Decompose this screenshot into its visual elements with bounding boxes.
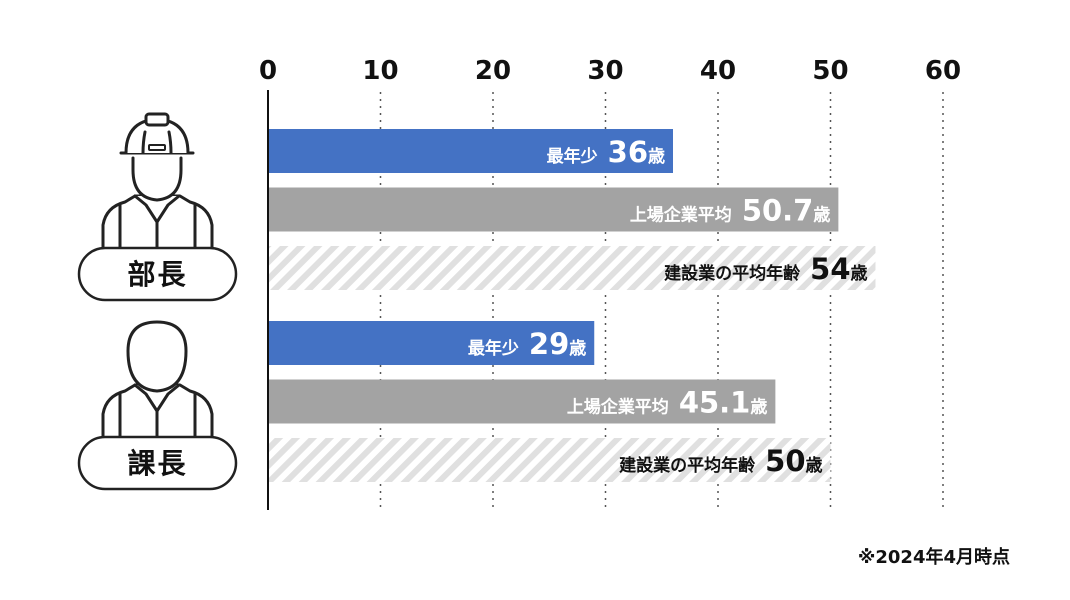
bar-label: 最年少 36歳 [547,135,665,169]
bar-unit-label: 歳 [648,146,665,167]
bar-label: 建設業の平均年齢 50歳 [619,444,822,478]
bar-0-0 [269,129,673,173]
x-tick-label: 40 [700,56,736,86]
bar-value-label: 29 [529,327,569,361]
bar-category-label: 建設業の平均年齢 [664,263,801,284]
x-tick-labels: 0 10 20 30 40 50 60 [259,56,961,86]
bar-unit-label: 歳 [851,263,868,284]
group-label-bucho: 部長 [127,258,187,291]
bar-value-label: 45.1 [679,386,751,420]
bar-category-label: 上場企業平均 [630,205,732,226]
bar-unit-label: 歳 [806,455,823,476]
bar-category-label: 上場企業平均 [567,397,669,418]
bar-1-0 [269,321,595,365]
worker-icon [101,320,214,440]
bar-unit-label: 歳 [750,397,767,418]
bar-value-label: 50 [765,444,805,478]
x-tick-label: 20 [475,56,511,86]
x-tick-label: 0 [259,56,277,86]
bar-0-2 [269,246,876,290]
bar-0-1 [269,187,839,232]
x-tick-label: 10 [362,56,398,86]
bar-label: 上場企業平均 45.1歳 [567,386,768,420]
bar-unit-label: 歳 [569,338,586,359]
x-tick-label: 30 [587,56,623,86]
group-badge-bucho: 部長 [77,246,238,302]
bar-category-label: 建設業の平均年齢 [619,455,756,476]
bar-label: 最年少 29歳 [468,327,586,361]
group-badge-kacho: 課長 [77,435,238,491]
bar-value-label: 54 [810,252,850,286]
x-tick-label: 50 [812,56,848,86]
group-label-kacho: 課長 [127,447,187,480]
bar-label: 上場企業平均 50.7歳 [630,194,831,228]
footnote: ※2024年4月時点 [858,546,1010,568]
bar-1-2 [269,438,831,482]
bar-1-1 [269,379,776,424]
bar-label: 建設業の平均年齢 54歳 [664,252,867,286]
bar-unit-label: 歳 [813,205,830,226]
bar-value-label: 50.7 [742,194,814,228]
bar-category-label: 最年少 [547,146,598,167]
bar-value-label: 36 [608,135,648,169]
hardhat-worker-icon [101,112,214,252]
bar-category-label: 最年少 [468,338,519,359]
x-tick-label: 60 [925,56,961,86]
